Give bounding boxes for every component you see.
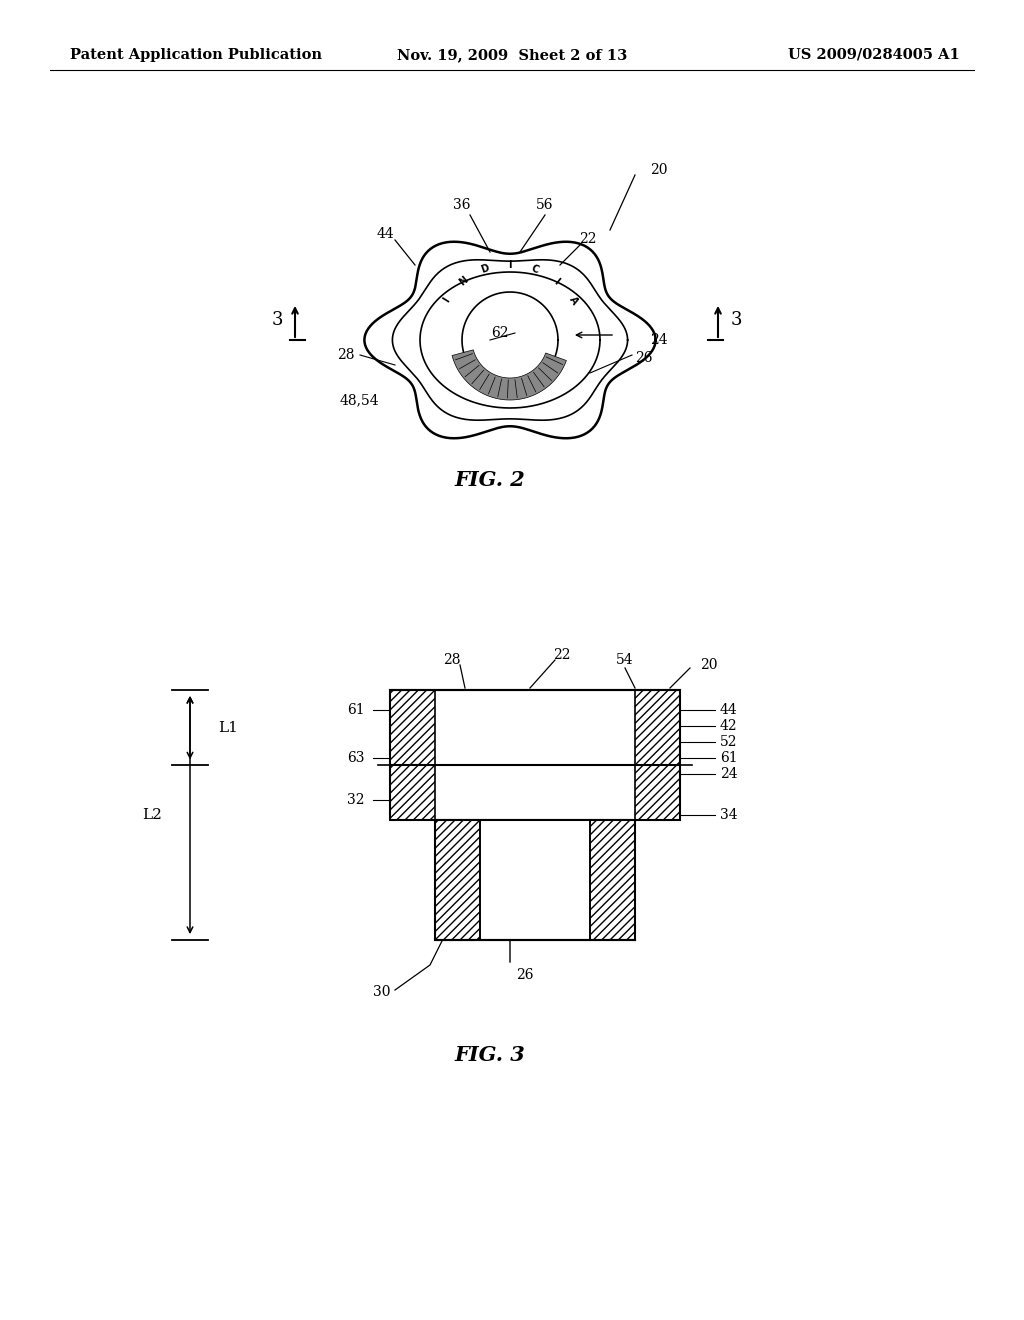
Text: 24: 24 — [720, 767, 737, 781]
Text: 54: 54 — [616, 653, 634, 667]
Text: 26: 26 — [635, 351, 652, 366]
Text: C: C — [529, 263, 540, 275]
Text: A: A — [567, 294, 580, 306]
Text: 62: 62 — [471, 713, 488, 727]
Text: D: D — [479, 263, 490, 276]
Text: 58: 58 — [502, 762, 519, 775]
Bar — [635, 690, 680, 820]
Text: 30: 30 — [374, 985, 391, 999]
Text: I: I — [508, 260, 512, 271]
Text: 34: 34 — [720, 808, 737, 822]
Bar — [390, 690, 435, 820]
Text: 28: 28 — [338, 348, 355, 362]
Text: 44: 44 — [720, 704, 737, 717]
Text: 22: 22 — [553, 648, 570, 663]
Text: 61: 61 — [347, 704, 365, 717]
Text: FIG. 3: FIG. 3 — [455, 1045, 525, 1065]
Bar — [390, 690, 680, 820]
Bar — [590, 820, 635, 940]
Text: 52: 52 — [720, 735, 737, 748]
Text: 22: 22 — [580, 232, 597, 246]
Text: 42: 42 — [720, 719, 737, 733]
Text: 36: 36 — [454, 198, 471, 213]
Text: 3: 3 — [730, 312, 741, 329]
Text: 62: 62 — [492, 326, 509, 341]
Text: 44: 44 — [376, 227, 394, 242]
Text: 20: 20 — [650, 162, 668, 177]
Text: US 2009/0284005 A1: US 2009/0284005 A1 — [788, 48, 961, 62]
Text: 56: 56 — [537, 198, 554, 213]
Bar — [435, 820, 480, 940]
Text: 48,54: 48,54 — [340, 393, 380, 407]
Text: Nov. 19, 2009  Sheet 2 of 13: Nov. 19, 2009 Sheet 2 of 13 — [397, 48, 627, 62]
Text: I: I — [552, 276, 561, 286]
Text: FIG. 2: FIG. 2 — [455, 470, 525, 490]
Text: 20: 20 — [700, 657, 718, 672]
Text: 63: 63 — [347, 751, 365, 766]
Text: 24: 24 — [650, 333, 668, 347]
Polygon shape — [452, 350, 566, 400]
Text: Patent Application Publication: Patent Application Publication — [70, 48, 322, 62]
Text: 28: 28 — [443, 653, 461, 667]
Text: L1: L1 — [218, 721, 238, 735]
Text: N: N — [457, 275, 469, 288]
Text: 26: 26 — [516, 968, 534, 982]
Text: 61: 61 — [720, 751, 737, 766]
Text: I: I — [441, 296, 452, 305]
Bar — [435, 820, 635, 940]
Text: 3: 3 — [271, 312, 283, 329]
Text: 32: 32 — [347, 793, 365, 807]
Text: L2: L2 — [142, 808, 162, 822]
